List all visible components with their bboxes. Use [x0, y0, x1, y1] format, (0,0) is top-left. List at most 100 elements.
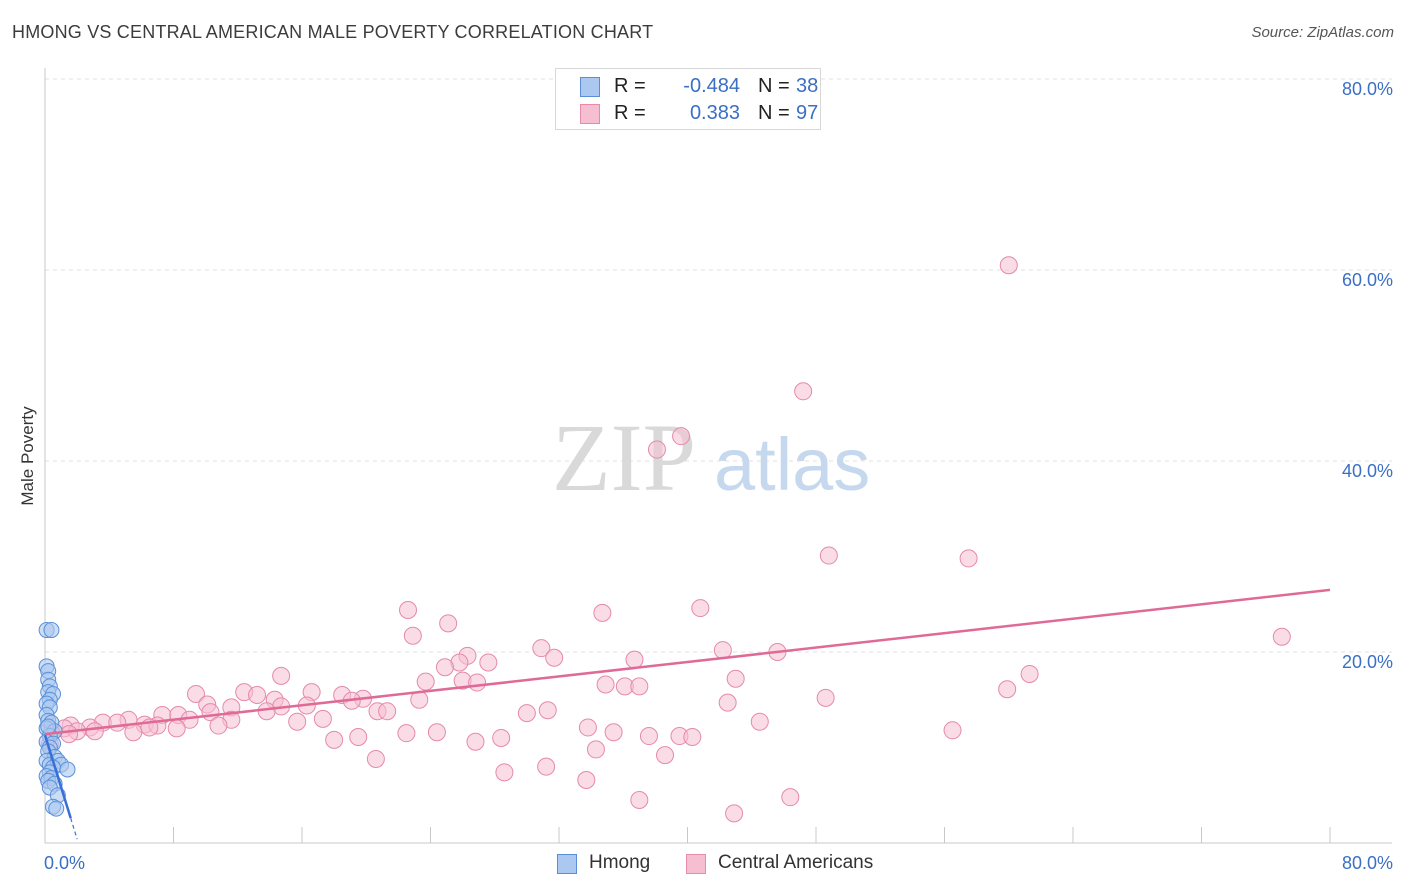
- legend: Hmong Central Americans: [0, 850, 1406, 878]
- tick-labels: 80.0% 60.0% 40.0% 20.0% 0.0% 80.0%: [44, 79, 1393, 873]
- hmong-trendline: [43, 734, 72, 819]
- central-american-point: [209, 716, 228, 735]
- central-american-point: [416, 672, 435, 691]
- hmong-point: [43, 622, 60, 639]
- central-american-point: [713, 641, 732, 660]
- central-american-point: [691, 599, 710, 618]
- hmong-point: [48, 800, 65, 817]
- central-american-point: [625, 650, 644, 669]
- central-american-points: [40, 256, 1291, 823]
- central-american-point: [85, 722, 104, 741]
- source-label: Source: ZipAtlas.com: [1251, 24, 1394, 41]
- central-american-point: [427, 723, 446, 742]
- central-american-point: [999, 256, 1018, 275]
- hmong-trendline-extension: [70, 817, 78, 840]
- central-american-point: [186, 685, 205, 704]
- hmong-swatch: [580, 77, 600, 97]
- central-american-point: [538, 701, 557, 720]
- central-american-point: [593, 603, 612, 622]
- central-n-label: N =: [758, 102, 790, 124]
- central-american-point: [604, 723, 623, 742]
- legend-hmong-label: Hmong: [589, 852, 651, 873]
- central-american-point: [313, 709, 332, 728]
- central-american-point: [1272, 627, 1291, 646]
- central-american-point: [366, 749, 385, 768]
- central-american-point: [672, 427, 691, 446]
- central-american-point: [468, 673, 487, 692]
- central-american-point: [435, 658, 454, 677]
- watermark: ZIP atlas: [552, 404, 870, 511]
- central-american-trendline: [44, 588, 1331, 736]
- grid: [45, 78, 1392, 653]
- central-american-point: [596, 675, 615, 694]
- correlation-stats-box: R = -0.484 N = 38 R = 0.383 N = 97: [555, 68, 821, 130]
- central-american-point: [959, 549, 978, 568]
- watermark-atlas: atlas: [714, 423, 870, 506]
- central-american-point: [403, 626, 422, 645]
- y-tick-label: 40.0%: [1342, 461, 1393, 481]
- chart-title: HMONG VS CENTRAL AMERICAN MALE POVERTY C…: [12, 22, 654, 42]
- y-tick-label: 60.0%: [1342, 270, 1393, 290]
- legend-central-label: Central Americans: [718, 852, 874, 873]
- hmong-point: [59, 761, 76, 778]
- central-american-point: [943, 721, 962, 740]
- hmong-r-label: R =: [614, 75, 646, 97]
- central-american-point: [397, 724, 416, 743]
- central-american-point: [517, 704, 536, 723]
- central-american-point: [998, 680, 1017, 699]
- watermark-zip: ZIP: [552, 404, 696, 511]
- central-american-point: [577, 770, 596, 789]
- central-american-point: [794, 382, 813, 401]
- central-american-point: [578, 718, 597, 737]
- hmong-n-value: 38: [796, 75, 819, 97]
- central-swatch: [580, 104, 600, 124]
- central-american-point: [466, 732, 485, 751]
- central-american-point: [725, 804, 744, 823]
- central-american-point: [349, 727, 368, 746]
- central-american-point: [108, 713, 127, 732]
- central-american-point: [718, 693, 737, 712]
- central-american-point: [545, 648, 564, 667]
- central-american-point: [288, 712, 307, 731]
- central-american-point: [439, 614, 458, 633]
- central-american-point: [630, 791, 649, 810]
- central-american-point: [639, 727, 658, 746]
- hmong-point: [40, 718, 57, 735]
- central-american-point: [479, 653, 498, 672]
- hmong-r-value: -0.484: [683, 75, 740, 97]
- central-american-point: [257, 702, 276, 721]
- central-american-point: [532, 639, 551, 658]
- central-american-point: [325, 730, 344, 749]
- central-american-point: [60, 725, 79, 744]
- central-american-point: [167, 719, 186, 738]
- central-american-point: [647, 440, 666, 459]
- central-american-point: [495, 763, 514, 782]
- legend-central-swatch: [686, 854, 706, 874]
- hmong-n-label: N =: [758, 75, 790, 97]
- central-american-point: [683, 727, 702, 746]
- y-tick-label: 20.0%: [1342, 652, 1393, 672]
- central-american-point: [378, 702, 397, 721]
- central-american-point: [819, 546, 838, 565]
- hmong-points: [38, 622, 76, 817]
- x-tick-label-min: 0.0%: [44, 853, 85, 873]
- legend-hmong-swatch: [557, 854, 577, 874]
- y-tick-label: 80.0%: [1342, 79, 1393, 99]
- central-american-point: [272, 666, 291, 685]
- central-american-point: [750, 712, 769, 731]
- central-r-label: R =: [614, 102, 646, 124]
- central-american-point: [586, 740, 605, 759]
- central-american-point: [816, 688, 835, 707]
- central-american-point: [124, 723, 143, 742]
- central-american-point: [492, 728, 511, 747]
- central-r-value: 0.383: [689, 102, 740, 124]
- central-american-point: [1020, 664, 1039, 683]
- central-american-point: [537, 757, 556, 776]
- central-n-value: 97: [796, 102, 819, 124]
- trend-lines: [43, 588, 1331, 840]
- x-tick-label-max: 80.0%: [1342, 853, 1393, 873]
- central-american-point: [656, 746, 675, 765]
- central-american-point: [248, 685, 267, 704]
- central-american-point: [630, 677, 649, 696]
